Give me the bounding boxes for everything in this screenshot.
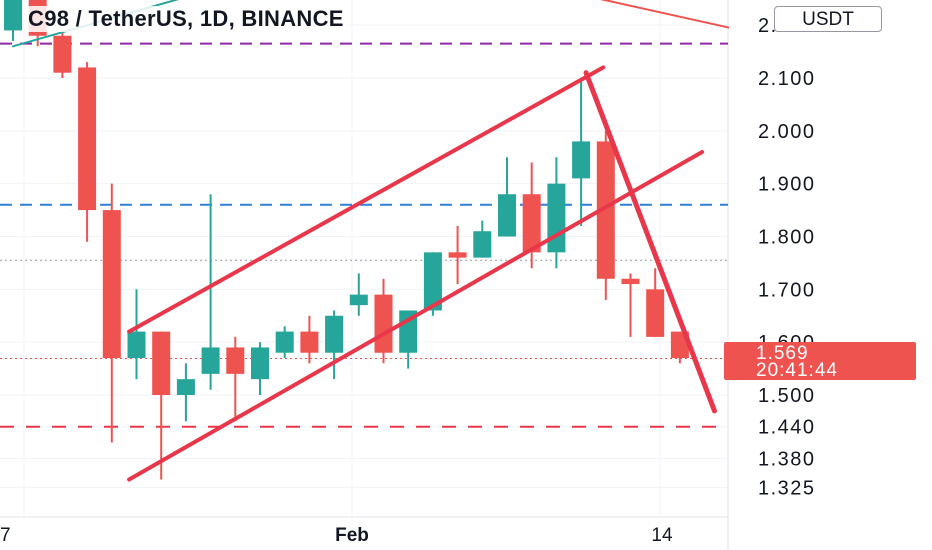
candle	[646, 268, 665, 337]
channel-lower	[127, 149, 705, 482]
candle-body	[621, 278, 640, 285]
candle	[547, 157, 566, 269]
candle	[226, 336, 245, 422]
candle	[374, 278, 393, 364]
candle-body	[325, 315, 344, 353]
candle	[152, 331, 171, 480]
candle-body	[275, 331, 294, 353]
candle	[4, 0, 22, 42]
candle-body	[127, 331, 146, 359]
candle-body	[102, 210, 121, 359]
candle	[251, 342, 269, 395]
breakdown-line	[583, 70, 717, 414]
time-tick-label: Feb	[335, 525, 369, 546]
chart-title: C98 / TetherUS, 1D, BINANCE	[24, 6, 348, 32]
candle-body	[596, 141, 615, 279]
upper-right-line	[600, 0, 743, 32]
price-tick-label: 2.000	[758, 121, 816, 143]
candle-body	[53, 35, 72, 73]
candle	[448, 225, 467, 285]
candle-body	[152, 331, 171, 395]
candle-body	[349, 294, 368, 306]
candle-body	[226, 347, 245, 374]
candle-body	[201, 347, 220, 374]
price-tick-label: 1.900	[758, 174, 816, 196]
price-tick-label: 1.380	[758, 448, 816, 470]
candle	[621, 273, 640, 337]
candle	[78, 62, 97, 242]
candle-body	[300, 331, 319, 353]
channel-upper	[127, 65, 606, 334]
candle	[102, 183, 121, 443]
candle	[349, 273, 368, 316]
candle-body	[547, 183, 566, 253]
candle-body	[473, 231, 492, 258]
candle-body	[374, 294, 393, 353]
candle	[596, 130, 615, 300]
price-tick-label: 1.800	[758, 227, 816, 249]
candle-body	[176, 379, 195, 395]
last-price-badge: 1.569 20:41:44	[724, 342, 916, 381]
candle	[473, 220, 492, 258]
time-tick-label: 14	[651, 525, 673, 546]
candle-body	[646, 289, 665, 337]
price-tick-label: 1.700	[758, 279, 816, 301]
price-axis: 2.2002.1002.0001.9001.8001.7001.6001.500…	[729, 0, 932, 550]
candle	[127, 289, 146, 380]
candle-body	[498, 194, 516, 237]
time-axis: 7 Feb 14	[0, 525, 673, 546]
currency-button[interactable]: USDT	[774, 6, 882, 32]
price-tick-label: 2.100	[758, 68, 816, 90]
candle-body	[448, 252, 467, 258]
candle-body	[522, 194, 541, 253]
price-tick-label: 1.325	[758, 477, 816, 499]
price-axis-bg	[729, 0, 932, 550]
candle	[176, 363, 195, 422]
price-tick-label: 1.440	[758, 417, 816, 439]
candle-body	[4, 0, 22, 31]
candle	[498, 157, 516, 237]
candle	[53, 30, 72, 78]
candle-body	[572, 141, 591, 179]
candle	[572, 78, 591, 226]
bar-countdown: 20:41:44	[756, 360, 838, 381]
candle	[201, 194, 220, 390]
candle	[275, 326, 294, 359]
trendlines	[12, 0, 743, 482]
candle-body	[78, 67, 97, 211]
candle-body	[251, 347, 269, 380]
candle	[325, 310, 344, 380]
price-tick-label: 1.500	[758, 385, 816, 407]
candle-body	[423, 252, 442, 311]
last-price-value: 1.569	[756, 343, 809, 364]
candle	[300, 315, 319, 364]
time-tick-label: 7	[0, 525, 11, 546]
